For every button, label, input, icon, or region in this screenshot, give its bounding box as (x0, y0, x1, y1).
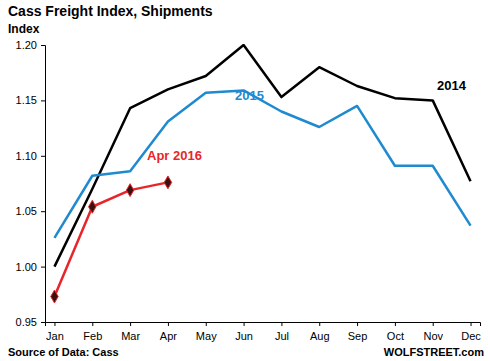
x-tick: Jul (275, 322, 289, 342)
series (51, 176, 172, 303)
x-tick-mark (357, 322, 358, 326)
x-tick-mark (244, 322, 245, 326)
y-tick-mark (41, 100, 45, 101)
x-tick: Oct (387, 322, 404, 342)
y-tick: 1.20 (16, 39, 45, 51)
series-line (54, 182, 167, 296)
chart: 0.951.001.051.101.151.20JanFebMarAprMayJ… (0, 0, 490, 361)
y-tick-label: 0.95 (16, 316, 37, 328)
x-tick-mark (319, 322, 320, 326)
x-tick-mark (92, 322, 93, 326)
x-tick: Jun (235, 322, 253, 342)
marker (51, 290, 58, 303)
y-tick-label: 1.20 (16, 39, 37, 51)
x-tick-label: Mar (121, 330, 140, 342)
y-tick-label: 1.15 (16, 94, 37, 106)
y-axis: 0.95 1.00 1.05 1.10 1.15 1.20 (16, 39, 46, 328)
x-tick-label: Dec (461, 330, 481, 342)
title: Cass Freight Index, Shipments (8, 3, 213, 19)
series-line (54, 90, 470, 237)
x-tick: Apr (160, 322, 177, 342)
x-tick-label: May (196, 330, 217, 342)
y-tick-label: 1.00 (16, 261, 37, 273)
marker (164, 176, 171, 189)
credit: WOLFSTREET.com (384, 346, 484, 358)
source: Source of Data: Cass (8, 346, 119, 358)
series-label: 2015 (235, 88, 264, 103)
x-axis-line (46, 323, 481, 327)
x-tick-label: Aug (310, 330, 330, 342)
y-axis-line (41, 46, 46, 323)
y-tick-mark (41, 45, 45, 46)
y-tick: 1.05 (16, 205, 45, 217)
x-tick-label: Nov (423, 330, 443, 342)
series-line (54, 45, 470, 267)
x-tick-label: Apr (160, 330, 177, 342)
x-tick: Dec (461, 322, 481, 342)
marker (89, 200, 96, 213)
y-tick: 1.00 (16, 261, 45, 273)
y-label: Index (8, 22, 40, 36)
x-tick-label: Feb (83, 330, 102, 342)
y-tick-mark (41, 322, 45, 323)
y-tick: 1.10 (16, 150, 45, 162)
x-tick: Feb (83, 322, 102, 342)
plot-area (51, 45, 471, 303)
x-tick-mark (130, 322, 131, 326)
x-tick: Nov (423, 322, 443, 342)
x-tick-mark (168, 322, 169, 326)
series (54, 90, 470, 237)
x-tick-mark (206, 322, 207, 326)
x-tick-mark (471, 322, 472, 326)
x-tick-mark (395, 322, 396, 326)
x-axis: Jan Feb Mar Apr May Jun Jul Aug Sep Oct Nov Dec (46, 322, 482, 342)
x-tick-label: Jun (235, 330, 253, 342)
y-tick-mark (41, 211, 45, 212)
y-tick-label: 1.05 (16, 205, 37, 217)
x-tick-mark (433, 322, 434, 326)
y-tick-mark (41, 267, 45, 268)
x-tick-mark (281, 322, 282, 326)
y-tick: 0.95 (16, 316, 45, 328)
x-tick: Mar (121, 322, 140, 342)
x-tick-label: Jan (46, 330, 64, 342)
x-tick-label: Jul (275, 330, 289, 342)
y-tick-label: 1.10 (16, 150, 37, 162)
series (54, 45, 470, 267)
x-tick: Aug (310, 322, 330, 342)
x-tick-mark (54, 322, 55, 326)
x-tick: Jan (46, 322, 64, 342)
y-tick-mark (41, 156, 45, 157)
x-tick: Sep (348, 322, 368, 342)
series-label: 2014 (437, 78, 467, 93)
marker (126, 184, 133, 197)
x-tick-label: Oct (387, 330, 404, 342)
series-label: Apr 2016 (147, 148, 202, 163)
x-tick-label: Sep (348, 330, 368, 342)
y-tick: 1.15 (16, 94, 45, 106)
x-tick: May (196, 322, 217, 342)
